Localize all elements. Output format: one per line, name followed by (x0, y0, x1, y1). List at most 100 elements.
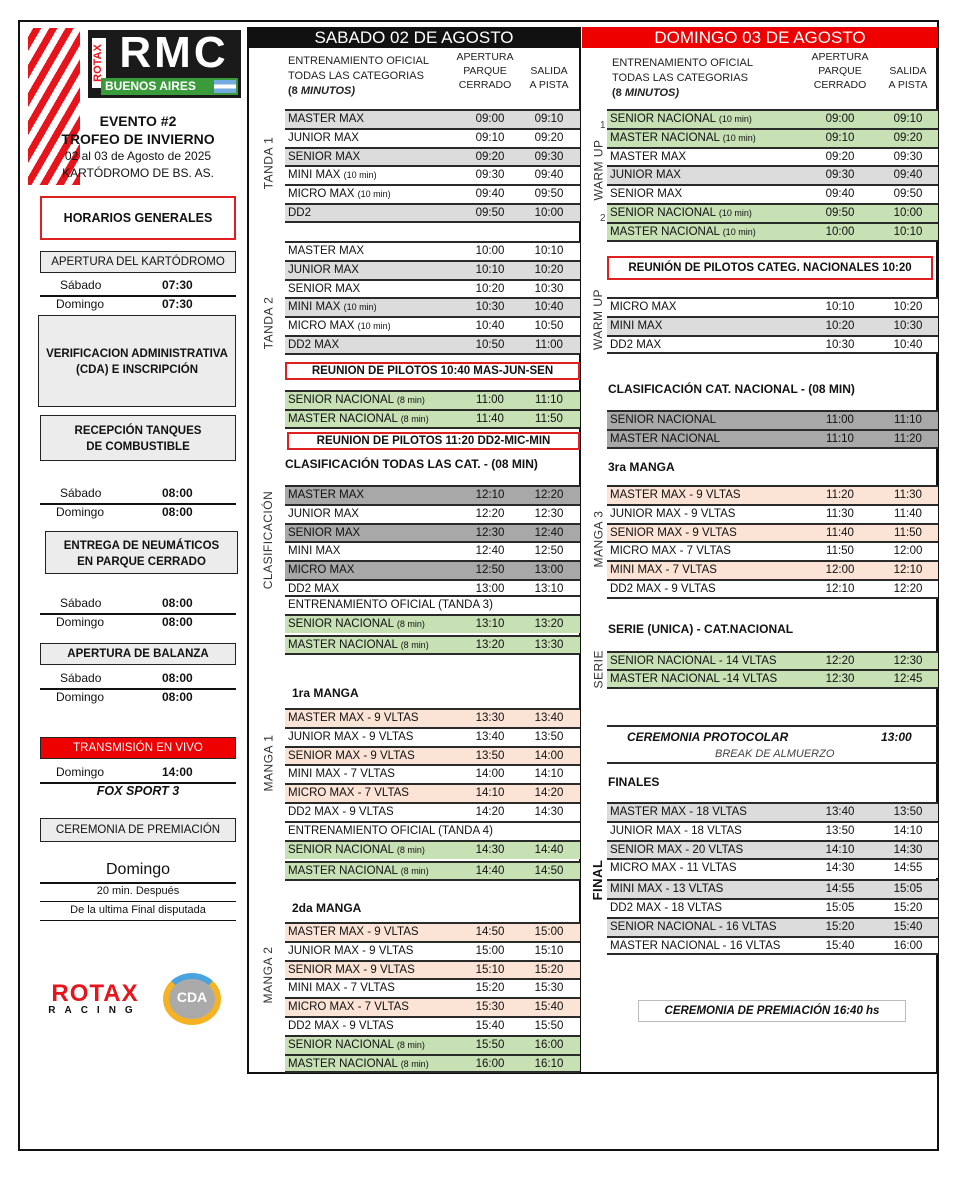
salida-time: 12:50 (534, 545, 564, 558)
day-label: Sábado (60, 278, 102, 292)
domingo-header-category: ENTRENAMIENTO OFICIAL TODAS LAS CATEGORI… (612, 56, 753, 101)
sabado-title: SABADO 02 DE AGOSTO (248, 27, 580, 48)
category-name: MICRO MAX (288, 562, 354, 579)
category-text: MASTER NACIONAL (610, 432, 720, 445)
salida-time: 15:30 (534, 982, 564, 995)
duration-note: (8 min) (396, 1039, 425, 1050)
salida-time: 16:00 (534, 1038, 564, 1051)
category-text: JUNIOR MAX - 9 VLTAS (288, 730, 414, 743)
schedule-row: SENIOR MAX - 9 VLTAS 13:50 14:00 (285, 745, 580, 766)
category-text: SENIOR MAX (288, 282, 361, 295)
schedule-row: MASTER MAX 09:20 09:30 (607, 146, 938, 167)
apertura-time: 10:20 (475, 282, 505, 295)
divider (40, 920, 236, 921)
schedule-row: MASTER NACIONAL 11:10 11:20 (607, 428, 938, 449)
salida-time: 12:00 (893, 545, 923, 558)
category-text: JUNIOR MAX (288, 507, 359, 520)
category-name: MASTER NACIONAL (8 min) (288, 411, 429, 428)
racing-text: RACING (48, 1005, 142, 1016)
apertura-time: 09:00 (825, 113, 855, 125)
category-name: SENIOR NACIONAL (10 min) (610, 111, 752, 128)
category-name: SENIOR NACIONAL (8 min) (288, 1037, 425, 1054)
category-text: DD2 MAX - 9 VLTAS (610, 583, 716, 595)
salida-time: 13:10 (534, 583, 564, 595)
category-name: SENIOR MAX - 9 VLTAS (610, 525, 737, 542)
apertura-time: 13:00 (475, 583, 505, 595)
transmision-label: TRANSMISIÓN EN VIVO (40, 737, 236, 759)
salida-time: 12:20 (534, 489, 564, 501)
tv-channel: FOX SPORT 3 (96, 784, 180, 798)
category-name: SENIOR MAX (610, 186, 682, 203)
verificacion-line2: (CDA) E INSCRIPCIÓN (75, 364, 199, 376)
salida-time: 14:30 (534, 806, 564, 818)
bottom-border (247, 1072, 938, 1074)
break-almuerzo: BREAK DE ALMUERZO (715, 748, 835, 760)
manga1-label: MANGA 1 (261, 734, 275, 791)
schedule-row: SENIOR MAX - 9 VLTAS 11:40 11:50 (607, 522, 938, 543)
reunion-pilotos-1: REUNION DE PILOTOS 10:40 MAS-JUN-SEN (285, 362, 580, 380)
salida-time: 09:50 (534, 188, 564, 201)
premiacion-box: CEREMONIA DE PREMIACIÓN 16:40 hs (638, 1000, 906, 1022)
category-text: MASTER MAX (288, 489, 365, 501)
category-text: MASTER NACIONAL (288, 865, 398, 878)
schedule-row: MINI MAX (10 min) 10:30 10:40 (285, 297, 580, 318)
header-line: A PISTA (888, 79, 928, 91)
tanda1-label: TANDA 1 (261, 136, 275, 189)
schedule-row: SENIOR MAX 09:40 09:50 (607, 184, 938, 204)
schedule-row: MASTER NACIONAL (8 min) 13:20 13:30 (285, 635, 580, 656)
schedule-row: DD2 09:50 10:00 (285, 203, 580, 223)
day-label: Sábado (60, 671, 102, 685)
category-name: SENIOR NACIONAL (8 min) (288, 392, 425, 409)
category-name: MASTER NACIONAL (8 min) (288, 863, 429, 880)
salida-time: 15:05 (893, 883, 923, 896)
schedule-row: MINI MAX - 7 VLTAS 15:20 15:30 (285, 978, 580, 999)
category-name: MINI MAX (610, 318, 662, 335)
time-value: 08:00 (162, 690, 193, 704)
domingo-header-salida: SALIDA A PISTA (878, 64, 938, 92)
salida-time: 14:20 (534, 787, 564, 800)
duration-note: (10 min) (343, 170, 377, 181)
apertura-time: 10:30 (825, 338, 855, 351)
day-label: Domingo (56, 765, 105, 779)
rmc-logo-text: RMC (119, 28, 229, 77)
header-line: TODAS LAS CATEGORIAS (288, 70, 424, 82)
buenos-aires-text: BUENOS AIRES (105, 79, 196, 93)
category-text: JUNIOR MAX - 18 VLTAS (610, 824, 742, 837)
apertura-time: 15:05 (825, 902, 855, 914)
apertura-time: 09:20 (825, 150, 855, 163)
category-name: MINI MAX (10 min) (288, 299, 377, 316)
apertura-time: 10:20 (825, 319, 855, 332)
apertura-time: 10:30 (475, 301, 505, 314)
category-name: MASTER NACIONAL (10 min) (610, 130, 756, 147)
header-line: CERRADO (813, 79, 867, 91)
salida-time: 13:50 (893, 806, 923, 818)
middle-right-border (579, 27, 581, 1074)
category-name: JUNIOR MAX - 9 VLTAS (288, 729, 413, 746)
duration-note: (8 min) (396, 844, 425, 855)
recepcion-domingo-row: Domingo 08:00 (40, 505, 236, 523)
apertura-time: 09:20 (475, 150, 505, 163)
duration-note: (10 min) (722, 226, 756, 237)
category-name: SENIOR NACIONAL (8 min) (288, 616, 425, 633)
salida-time: 10:10 (893, 225, 923, 238)
schedule-row: ENTRENAMIENTO OFICIAL (TANDA 4) (285, 820, 580, 841)
apertura-time: 15:20 (825, 920, 855, 933)
salida-time: 10:20 (534, 263, 564, 276)
apertura-time: 15:10 (475, 963, 505, 976)
schedule-row: MASTER MAX - 9 VLTAS 14:50 15:00 (285, 922, 580, 942)
apertura-time: 13:50 (825, 824, 855, 837)
header-text: (8 (612, 87, 625, 99)
salida-time: 10:30 (893, 319, 923, 332)
neumaticos-line2: EN PARQUE CERRADO (77, 556, 206, 568)
category-name: MINI MAX (288, 543, 340, 560)
salida-time: 10:00 (893, 207, 923, 219)
apertura-time: 09:00 (475, 113, 505, 125)
category-name: SENIOR MAX - 9 VLTAS (288, 748, 415, 765)
reunion-pilotos-nacionales: REUNIÓN DE PILOTOS CATEG. NACIONALES 10:… (607, 256, 933, 280)
category-text: MASTER NACIONAL (288, 639, 398, 652)
apertura-time: 11:50 (826, 545, 854, 558)
apertura-time: 10:00 (475, 245, 505, 257)
category-text: MASTER NACIONAL -14 VLTAS (610, 672, 778, 685)
apertura-time: 13:30 (475, 712, 505, 724)
salida-time: 15:00 (534, 926, 564, 938)
